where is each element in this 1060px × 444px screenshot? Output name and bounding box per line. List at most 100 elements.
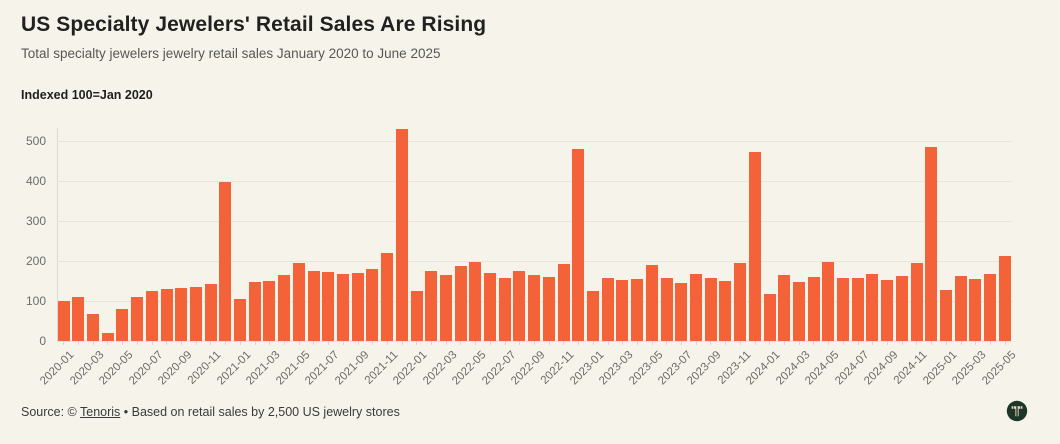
- x-tick-mark-2024-08: [872, 341, 874, 345]
- bar-2020-08: [160, 289, 173, 341]
- x-tick-mark-2025-01: [945, 341, 947, 345]
- bar-2022-05: [469, 261, 482, 341]
- bar-2022-03: [439, 274, 452, 341]
- bar-2020-10: [189, 287, 202, 341]
- x-tick-mark-2020-10: [195, 341, 197, 345]
- y-axis-line: [57, 128, 58, 341]
- x-tick-mark-2020-11: [210, 341, 212, 345]
- gridline-400: [57, 181, 1013, 182]
- bar-2023-11: [734, 263, 747, 341]
- bar-2022-02: [425, 270, 438, 341]
- bar-2022-01: [410, 290, 423, 341]
- x-tick-mark-2022-12: [578, 341, 580, 345]
- x-tick-mark-2023-12: [754, 341, 756, 345]
- x-tick-mark-2022-05: [475, 341, 477, 345]
- x-tick-mark-2025-04: [989, 341, 991, 345]
- source-link[interactable]: Tenoris: [80, 405, 121, 419]
- x-tick-mark-2021-11: [386, 341, 388, 345]
- bar-2021-01: [234, 299, 247, 341]
- bar-2024-11: [910, 262, 923, 341]
- x-tick-mark-2023-06: [666, 341, 668, 345]
- source-line: Source: © Tenoris • Based on retail sale…: [21, 405, 400, 419]
- y-tick-label-500: 500: [25, 134, 46, 148]
- x-tick-mark-2020-07: [151, 341, 153, 345]
- x-tick-mark-2024-07: [857, 341, 859, 345]
- gridline-200: [57, 261, 1013, 262]
- x-tick-mark-2023-02: [607, 341, 609, 345]
- bar-2020-06: [131, 296, 144, 341]
- bar-2021-12: [395, 128, 408, 341]
- x-tick-mark-2025-02: [960, 341, 962, 345]
- bar-2024-12: [925, 147, 938, 341]
- bar-2024-02: [778, 275, 791, 341]
- source-prefix: Source: ©: [21, 405, 81, 419]
- x-tick-mark-2025-03: [975, 341, 977, 345]
- bar-2024-01: [763, 294, 776, 341]
- bar-2020-05: [116, 309, 129, 341]
- x-tick-mark-2024-03: [798, 341, 800, 345]
- x-tick-mark-2024-10: [901, 341, 903, 345]
- bar-2020-09: [175, 287, 188, 341]
- x-tick-mark-2022-09: [534, 341, 535, 345]
- bar-2024-07: [851, 277, 864, 341]
- bar-2022-09: [528, 275, 541, 341]
- bar-2020-01: [57, 301, 70, 341]
- bar-2025-01: [940, 289, 952, 341]
- bar-2023-05: [645, 265, 658, 341]
- bar-2021-07: [322, 271, 335, 341]
- bar-2022-10: [542, 277, 555, 341]
- x-tick-mark-2020-12: [225, 341, 227, 345]
- bar-2021-02: [248, 281, 261, 341]
- plot-area: [57, 125, 1013, 345]
- bar-2023-12: [748, 152, 761, 341]
- bar-2021-05: [292, 262, 305, 341]
- bar-2024-10: [895, 275, 908, 341]
- x-tick-mark-2020-04: [107, 341, 109, 345]
- bar-2021-11: [381, 252, 394, 341]
- x-tick-mark-2021-08: [342, 341, 344, 345]
- x-tick-mark-2021-06: [313, 341, 315, 345]
- bar-2022-06: [484, 273, 497, 341]
- x-tick-mark-2020-02: [78, 341, 80, 345]
- bar-2025-04: [984, 273, 997, 341]
- bar-2021-10: [366, 269, 379, 341]
- y-tick-label-0: 0: [39, 334, 46, 348]
- x-tick-mark-2020-03: [92, 341, 94, 345]
- bar-2022-04: [454, 265, 467, 341]
- x-tick-mark-2023-10: [725, 341, 727, 345]
- bar-2022-07: [498, 277, 511, 341]
- x-tick-mark-2025-05: [1004, 341, 1006, 345]
- x-tick-mark-2021-04: [283, 341, 285, 345]
- bar-2021-09: [351, 272, 364, 341]
- bar-2023-09: [704, 278, 717, 341]
- gridline-0: [57, 341, 1013, 342]
- x-tick-mark-2024-01: [769, 341, 771, 345]
- x-tick-mark-2021-09: [357, 341, 359, 345]
- x-tick-mark-2022-07: [504, 341, 506, 345]
- x-tick-mark-2023-04: [636, 341, 638, 345]
- x-tick-mark-2022-08: [519, 341, 521, 345]
- bar-2021-08: [337, 273, 349, 341]
- gridline-300: [57, 221, 1013, 222]
- x-tick-mark-2023-05: [651, 341, 653, 345]
- bar-2021-06: [307, 271, 320, 341]
- page-subtitle: Total specialty jewelers jewelry retail …: [21, 46, 441, 61]
- bar-2020-11: [204, 283, 217, 341]
- bar-2020-07: [145, 291, 158, 341]
- bar-2023-02: [601, 278, 614, 341]
- x-tick-mark-2022-06: [489, 341, 491, 345]
- y-tick-label-400: 400: [25, 174, 46, 188]
- bar-2024-06: [837, 277, 850, 341]
- x-tick-mark-2024-02: [784, 341, 786, 345]
- bar-2024-04: [807, 276, 820, 341]
- x-tick-mark-2021-07: [328, 341, 330, 345]
- x-tick-mark-2020-08: [166, 341, 168, 345]
- bar-2023-10: [719, 281, 732, 341]
- bar-2021-03: [263, 281, 276, 341]
- tenoris-logo-icon[interactable]: [1006, 400, 1028, 422]
- x-tick-mark-2024-06: [842, 341, 844, 345]
- bar-2023-03: [616, 279, 629, 341]
- bar-2023-01: [587, 291, 600, 341]
- x-tick-mark-2022-02: [431, 341, 433, 345]
